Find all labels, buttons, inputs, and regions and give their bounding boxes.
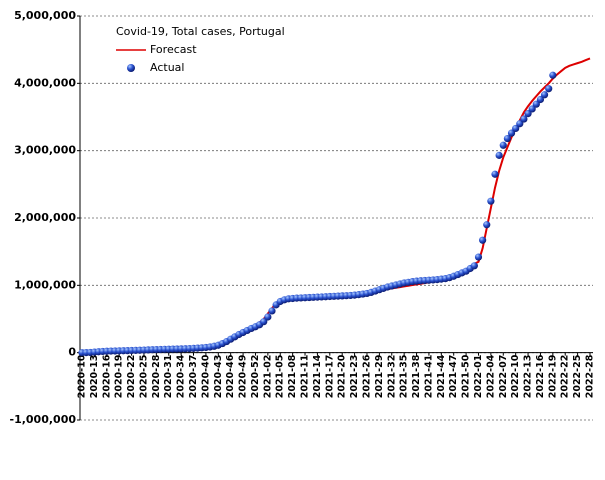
x-tick-label: 2020-46 — [225, 354, 236, 398]
actual-point — [512, 124, 520, 133]
y-tick-label: 5,000,000 — [14, 9, 76, 22]
x-tick-label: 2020-49 — [238, 355, 249, 399]
actual-point — [549, 71, 557, 79]
y-tick-label: 0 — [68, 346, 76, 359]
actual-point — [491, 170, 499, 178]
x-tick-label: 2020-16 — [101, 354, 112, 398]
actual-point — [528, 105, 536, 113]
y-tick-label: 2,000,000 — [14, 211, 76, 224]
x-tick-label: 2020-28 — [151, 354, 162, 398]
x-tick-label: 2020-37 — [188, 355, 199, 399]
actual-point — [260, 318, 268, 326]
forecast-line — [81, 57, 591, 354]
x-tick-label: 2021-02 — [262, 355, 273, 399]
x-tick-label: 2022-10 — [510, 354, 521, 398]
x-tick-label: 2022-07 — [498, 355, 509, 399]
x-tick-label: 2021-14 — [312, 354, 323, 398]
x-tick-label: 2022-01 — [473, 355, 484, 399]
actual-point — [264, 313, 272, 321]
y-tick-label: 1,000,000 — [14, 278, 76, 291]
actual-point — [470, 262, 478, 270]
actual-point — [483, 221, 491, 229]
x-tick-label: 2022-28 — [585, 354, 596, 398]
x-tick-label: 2022-16 — [535, 354, 546, 398]
x-tick-label: 2022-13 — [523, 355, 534, 399]
x-tick-label: 2021-29 — [374, 355, 385, 399]
actual-point — [487, 197, 495, 205]
actual-point — [268, 307, 276, 315]
actual-point — [499, 141, 507, 149]
actual-point — [516, 120, 524, 128]
actual-point — [479, 236, 487, 244]
x-tick-label: 2020-13 — [89, 355, 100, 399]
x-tick-label: 2022-25 — [572, 355, 583, 399]
legend-label: Actual — [150, 61, 184, 74]
x-tick-label: 2020-52 — [250, 355, 261, 399]
x-tick-label: 2022-22 — [560, 355, 571, 399]
actual-point — [495, 151, 503, 159]
x-tick-label: 2021-23 — [349, 355, 360, 399]
legend-title: Covid-19, Total cases, Portugal — [116, 25, 285, 38]
x-tick-label: 2021-20 — [337, 354, 348, 398]
y-tick-label: -1,000,000 — [10, 413, 77, 426]
legend-label: Forecast — [150, 43, 197, 56]
actual-point — [474, 253, 483, 261]
x-tick-label: 2020-40 — [200, 354, 211, 398]
actual-point — [507, 129, 516, 137]
x-tick-label: 2021-26 — [361, 354, 372, 398]
x-tick-label: 2020-43 — [213, 355, 224, 399]
x-tick-label: 2022-04 — [485, 354, 496, 398]
x-tick-label: 2021-47 — [448, 355, 459, 399]
x-tick-label: 2020-19 — [114, 355, 125, 399]
x-tick-label: 2021-17 — [324, 355, 335, 399]
actual-point — [545, 85, 553, 93]
x-tick-label: 2022-19 — [547, 355, 558, 399]
x-tick-label: 2021-35 — [399, 355, 410, 399]
x-tick-label: 2020-34 — [176, 354, 187, 398]
actual-point — [540, 91, 549, 99]
x-tick-label: 2020-22 — [126, 355, 137, 399]
x-tick-label: 2021-50 — [461, 354, 472, 398]
actual-point — [520, 115, 528, 123]
legend-swatch — [127, 64, 135, 72]
actual-point — [524, 110, 532, 118]
x-tick-label: 2020-10 — [77, 354, 88, 398]
x-tick-label: 2021-08 — [287, 354, 298, 398]
actual-point — [532, 100, 540, 108]
x-tick-label: 2021-41 — [423, 355, 434, 399]
x-tick-label: 2021-11 — [300, 355, 311, 399]
x-tick-label: 2020-31 — [163, 355, 174, 399]
actual-point — [503, 134, 511, 143]
x-tick-label: 2021-32 — [386, 355, 397, 399]
x-tick-label: 2021-05 — [275, 355, 286, 399]
actual-point — [536, 95, 545, 104]
x-tick-label: 2020-25 — [138, 355, 149, 399]
x-tick-label: 2021-44 — [436, 354, 447, 398]
x-tick-label: 2021-38 — [411, 354, 422, 398]
y-tick-label: 3,000,000 — [14, 144, 76, 157]
y-tick-label: 4,000,000 — [14, 76, 76, 89]
